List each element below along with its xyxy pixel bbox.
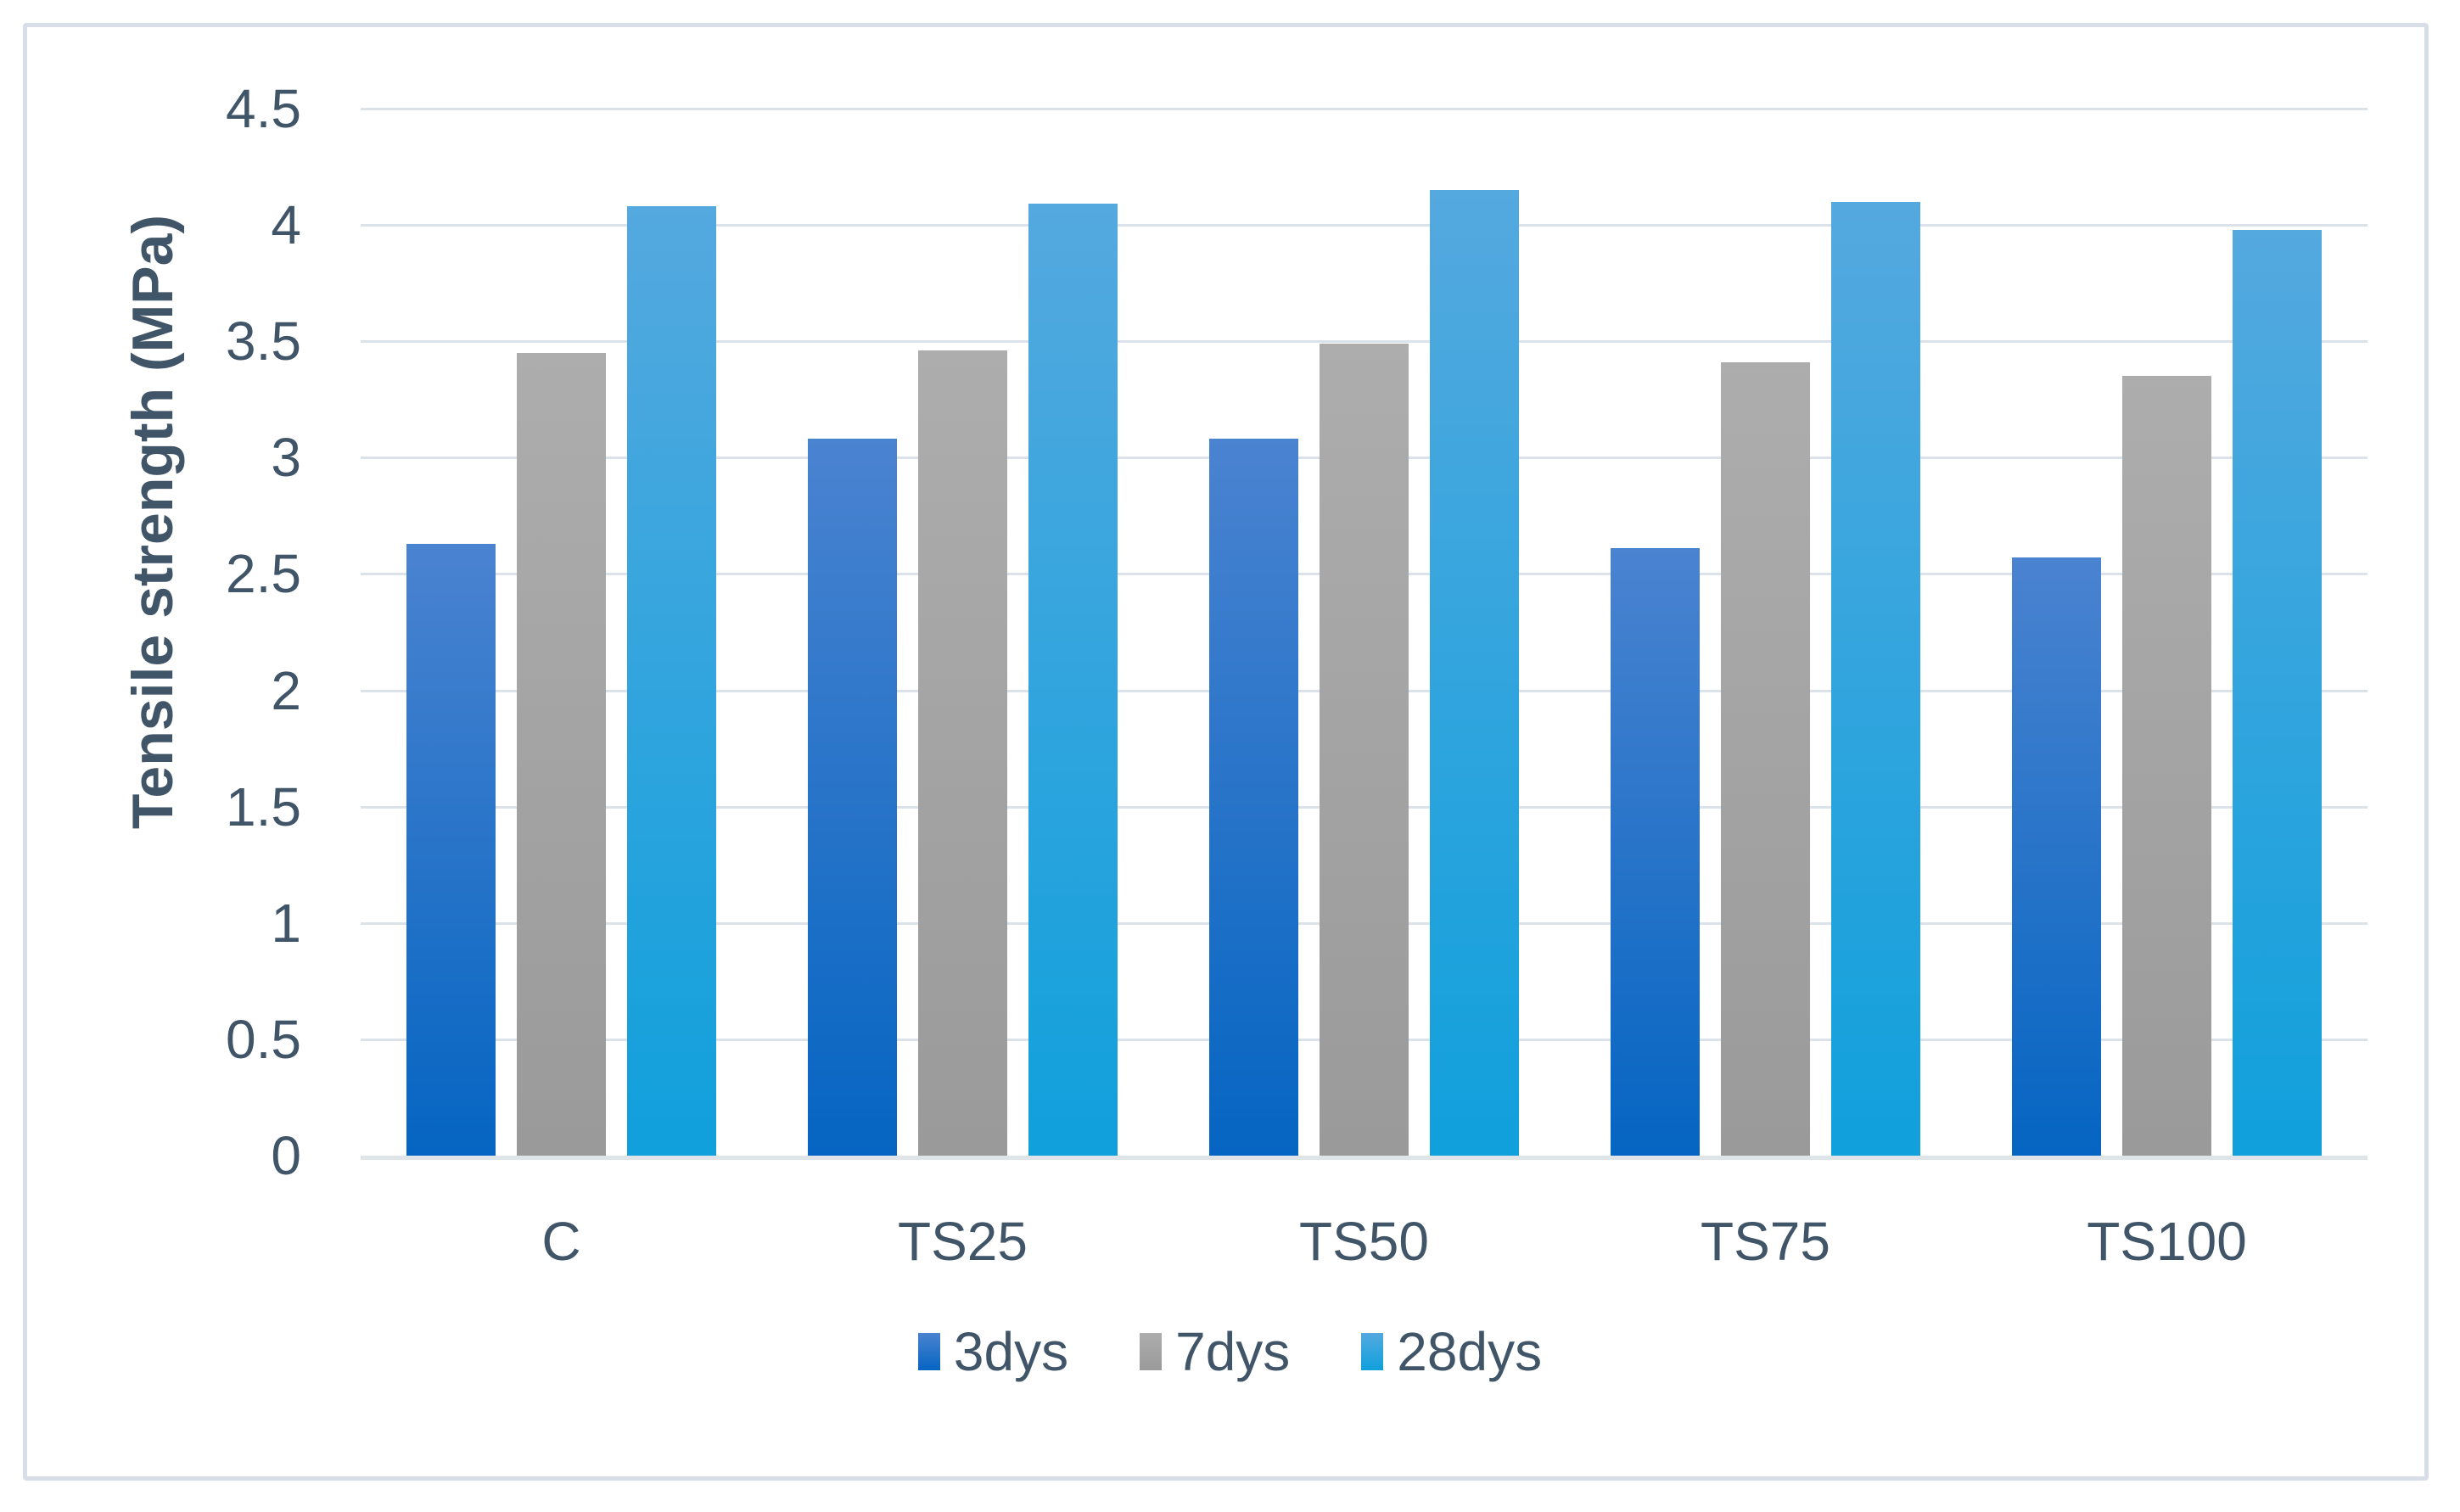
bar-TS100-28dys	[2233, 229, 2322, 1156]
bar-TS100-7dys	[2122, 376, 2211, 1156]
legend-label: 7dys	[1175, 1321, 1291, 1382]
bar-C-28dys	[627, 206, 716, 1156]
legend-item-28dys: 28dys	[1361, 1313, 1542, 1390]
bar-TS50-3dys	[1209, 439, 1298, 1156]
x-category-label-TS75: TS75	[1701, 1211, 1830, 1272]
x-category-label-TS50: TS50	[1299, 1211, 1429, 1272]
bar-C-7dys	[517, 352, 606, 1156]
x-category-label-TS100: TS100	[2087, 1211, 2247, 1272]
bar-TS50-28dys	[1430, 189, 1519, 1156]
y-tick-label-3: 3	[271, 427, 301, 489]
y-tick-label-1.5: 1.5	[226, 776, 301, 837]
bar-TS75-3dys	[1611, 548, 1700, 1156]
y-tick-label-1: 1	[271, 892, 301, 954]
gridline-4.5	[361, 108, 2368, 110]
bar-TS100-3dys	[2012, 557, 2101, 1156]
y-tick-label-3.5: 3.5	[226, 311, 301, 372]
y-tick-label-0.5: 0.5	[226, 1008, 301, 1070]
legend-swatch-icon	[917, 1333, 940, 1370]
y-tick-label-2: 2	[271, 659, 301, 721]
legend-label: 3dys	[953, 1321, 1069, 1382]
y-tick-label-4.5: 4.5	[226, 78, 301, 139]
gridline-4	[361, 224, 2368, 227]
x-category-label-TS25: TS25	[898, 1211, 1028, 1272]
x-category-label-C: C	[541, 1211, 581, 1272]
chart-frame-border	[23, 23, 2429, 1481]
x-axis-line	[361, 1156, 2368, 1160]
bar-C-3dys	[406, 543, 496, 1156]
gridline-3.5	[361, 340, 2368, 344]
bar-TS25-7dys	[918, 350, 1007, 1156]
plot-area	[361, 109, 2368, 1156]
bar-TS25-28dys	[1028, 204, 1118, 1156]
bar-TS25-3dys	[808, 439, 897, 1156]
legend-swatch-icon	[1361, 1333, 1384, 1370]
bar-TS75-7dys	[1721, 361, 1810, 1156]
y-tick-label-2.5: 2.5	[226, 543, 301, 605]
bar-TS50-7dys	[1320, 343, 1409, 1156]
legend-item-7dys: 7dys	[1140, 1313, 1290, 1390]
legend-swatch-icon	[1140, 1333, 1163, 1370]
y-tick-label-4: 4	[271, 194, 301, 256]
legend-item-3dys: 3dys	[917, 1313, 1069, 1390]
legend-label: 28dys	[1397, 1321, 1543, 1382]
bar-TS75-28dys	[1831, 201, 1920, 1156]
y-tick-label-0: 0	[271, 1125, 301, 1186]
y-axis-title: Tensile strength (MPa)	[120, 214, 185, 830]
legend: 3dys 7dys 28dys	[0, 1313, 2460, 1390]
